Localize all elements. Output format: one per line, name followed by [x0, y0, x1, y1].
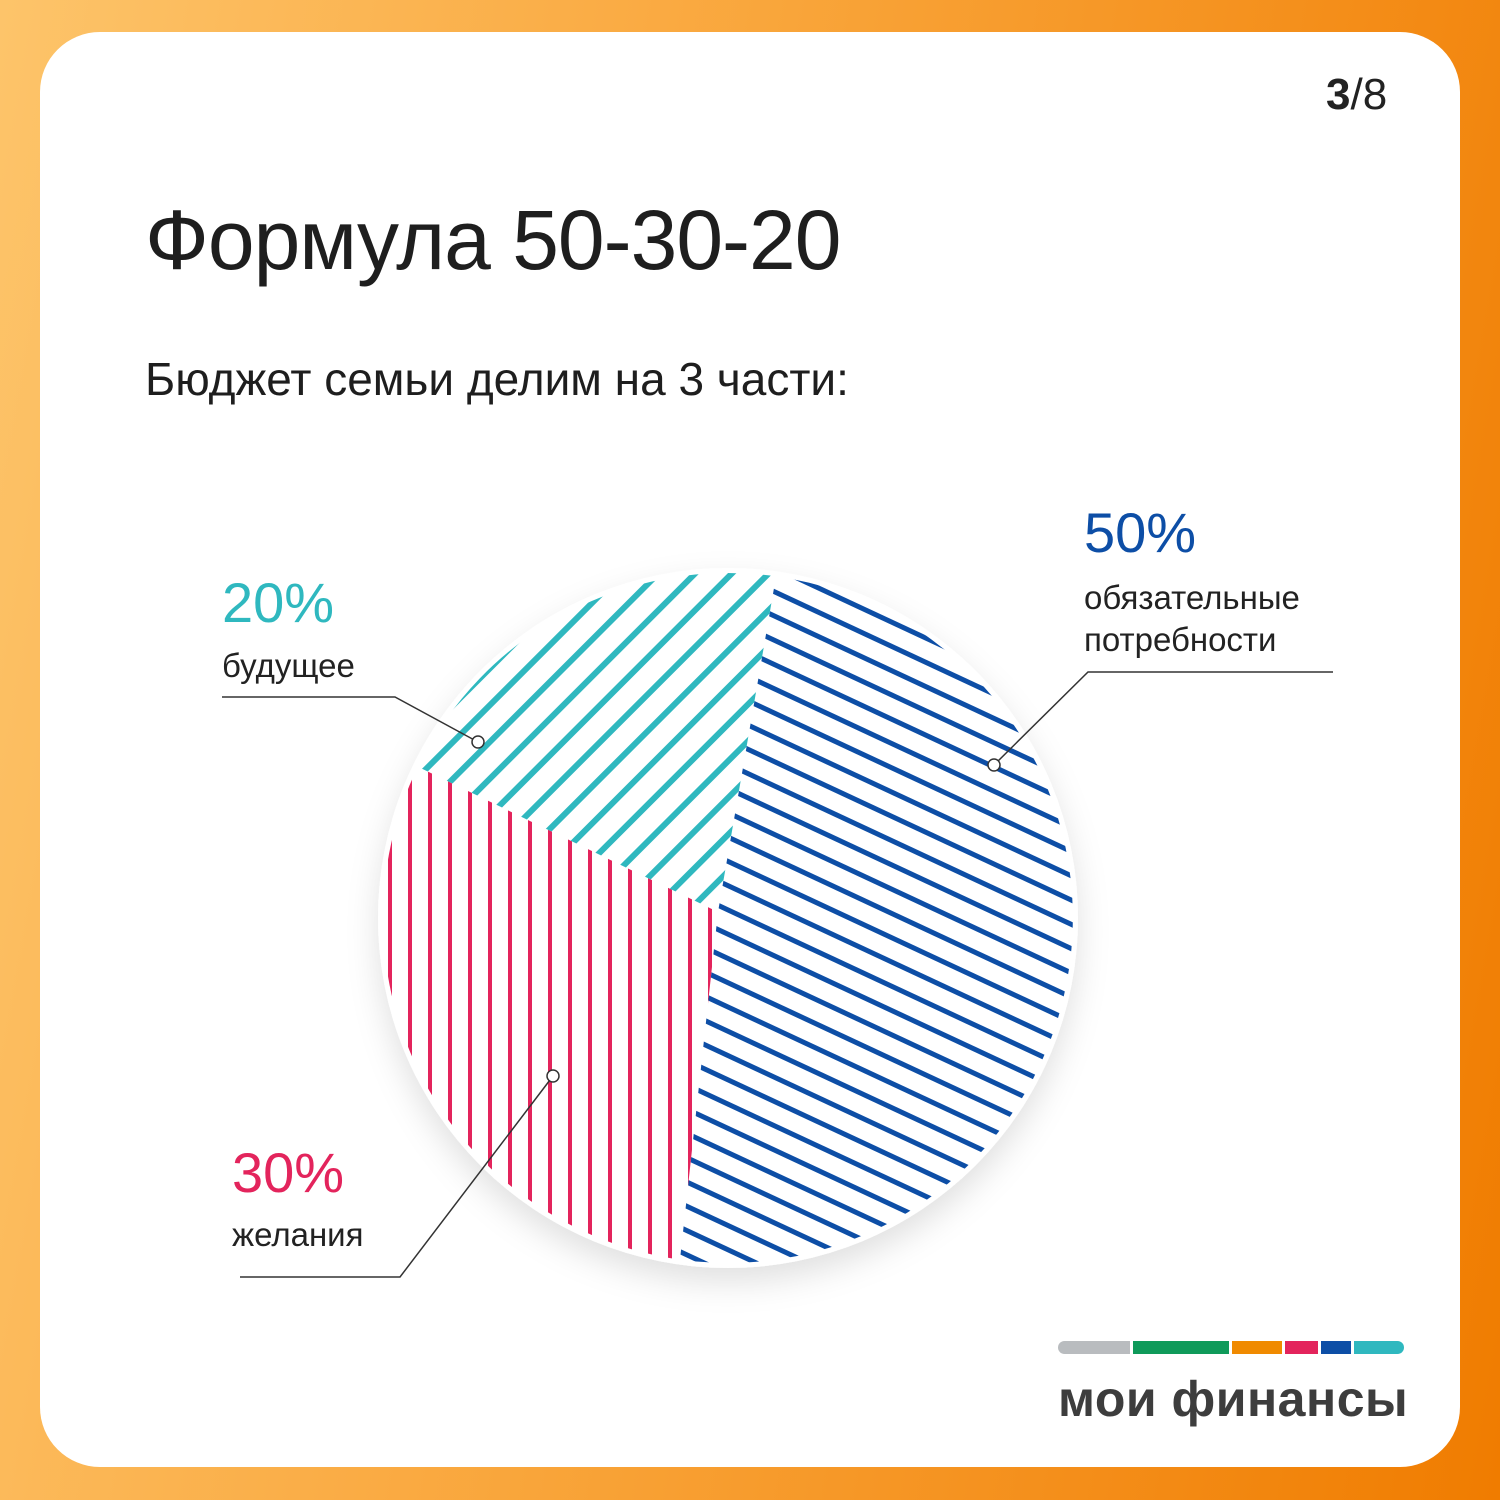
slice-20-percent: 20% — [222, 571, 335, 634]
leader-line-50 — [993, 671, 1333, 766]
page-indicator: 3/8 — [1326, 70, 1387, 120]
page-title: Формула 50-30-20 — [145, 193, 841, 287]
logo-text: мои финансы — [1058, 1371, 1409, 1427]
pie-slice-20 — [417, 573, 777, 912]
slice-50-label-line1: обязательные — [1084, 579, 1300, 616]
page-total: 8 — [1362, 70, 1388, 119]
pie-slice-30 — [383, 766, 718, 1260]
slice-20-label: будущее — [222, 647, 355, 684]
slice-30-percent: 30% — [232, 1141, 345, 1204]
leader-line-30 — [240, 1075, 554, 1278]
leader-dot-50 — [987, 758, 1001, 772]
pie-slice-50 — [679, 576, 1073, 1263]
slice-50-label-line2: потребности — [1084, 621, 1277, 658]
logo-stripe — [1133, 1341, 1229, 1354]
slice-50-percent: 50% — [1084, 501, 1197, 564]
subtitle: Бюджет семьи делим на 3 части: — [145, 353, 849, 405]
logo-stripe — [1354, 1341, 1404, 1354]
leader-dot-30 — [546, 1069, 560, 1083]
logo-stripe — [1285, 1341, 1318, 1354]
logo-stripe — [1321, 1341, 1351, 1354]
logo-stripe — [1058, 1341, 1130, 1354]
page-separator: / — [1350, 70, 1363, 119]
page-current: 3 — [1326, 70, 1351, 119]
leader-line-20 — [222, 696, 479, 743]
leader-dot-20 — [471, 735, 485, 749]
logo-stripe — [1232, 1341, 1282, 1354]
slice-50-label: обязательные потребности — [1084, 577, 1300, 661]
slice-30-label: желания — [232, 1216, 364, 1253]
